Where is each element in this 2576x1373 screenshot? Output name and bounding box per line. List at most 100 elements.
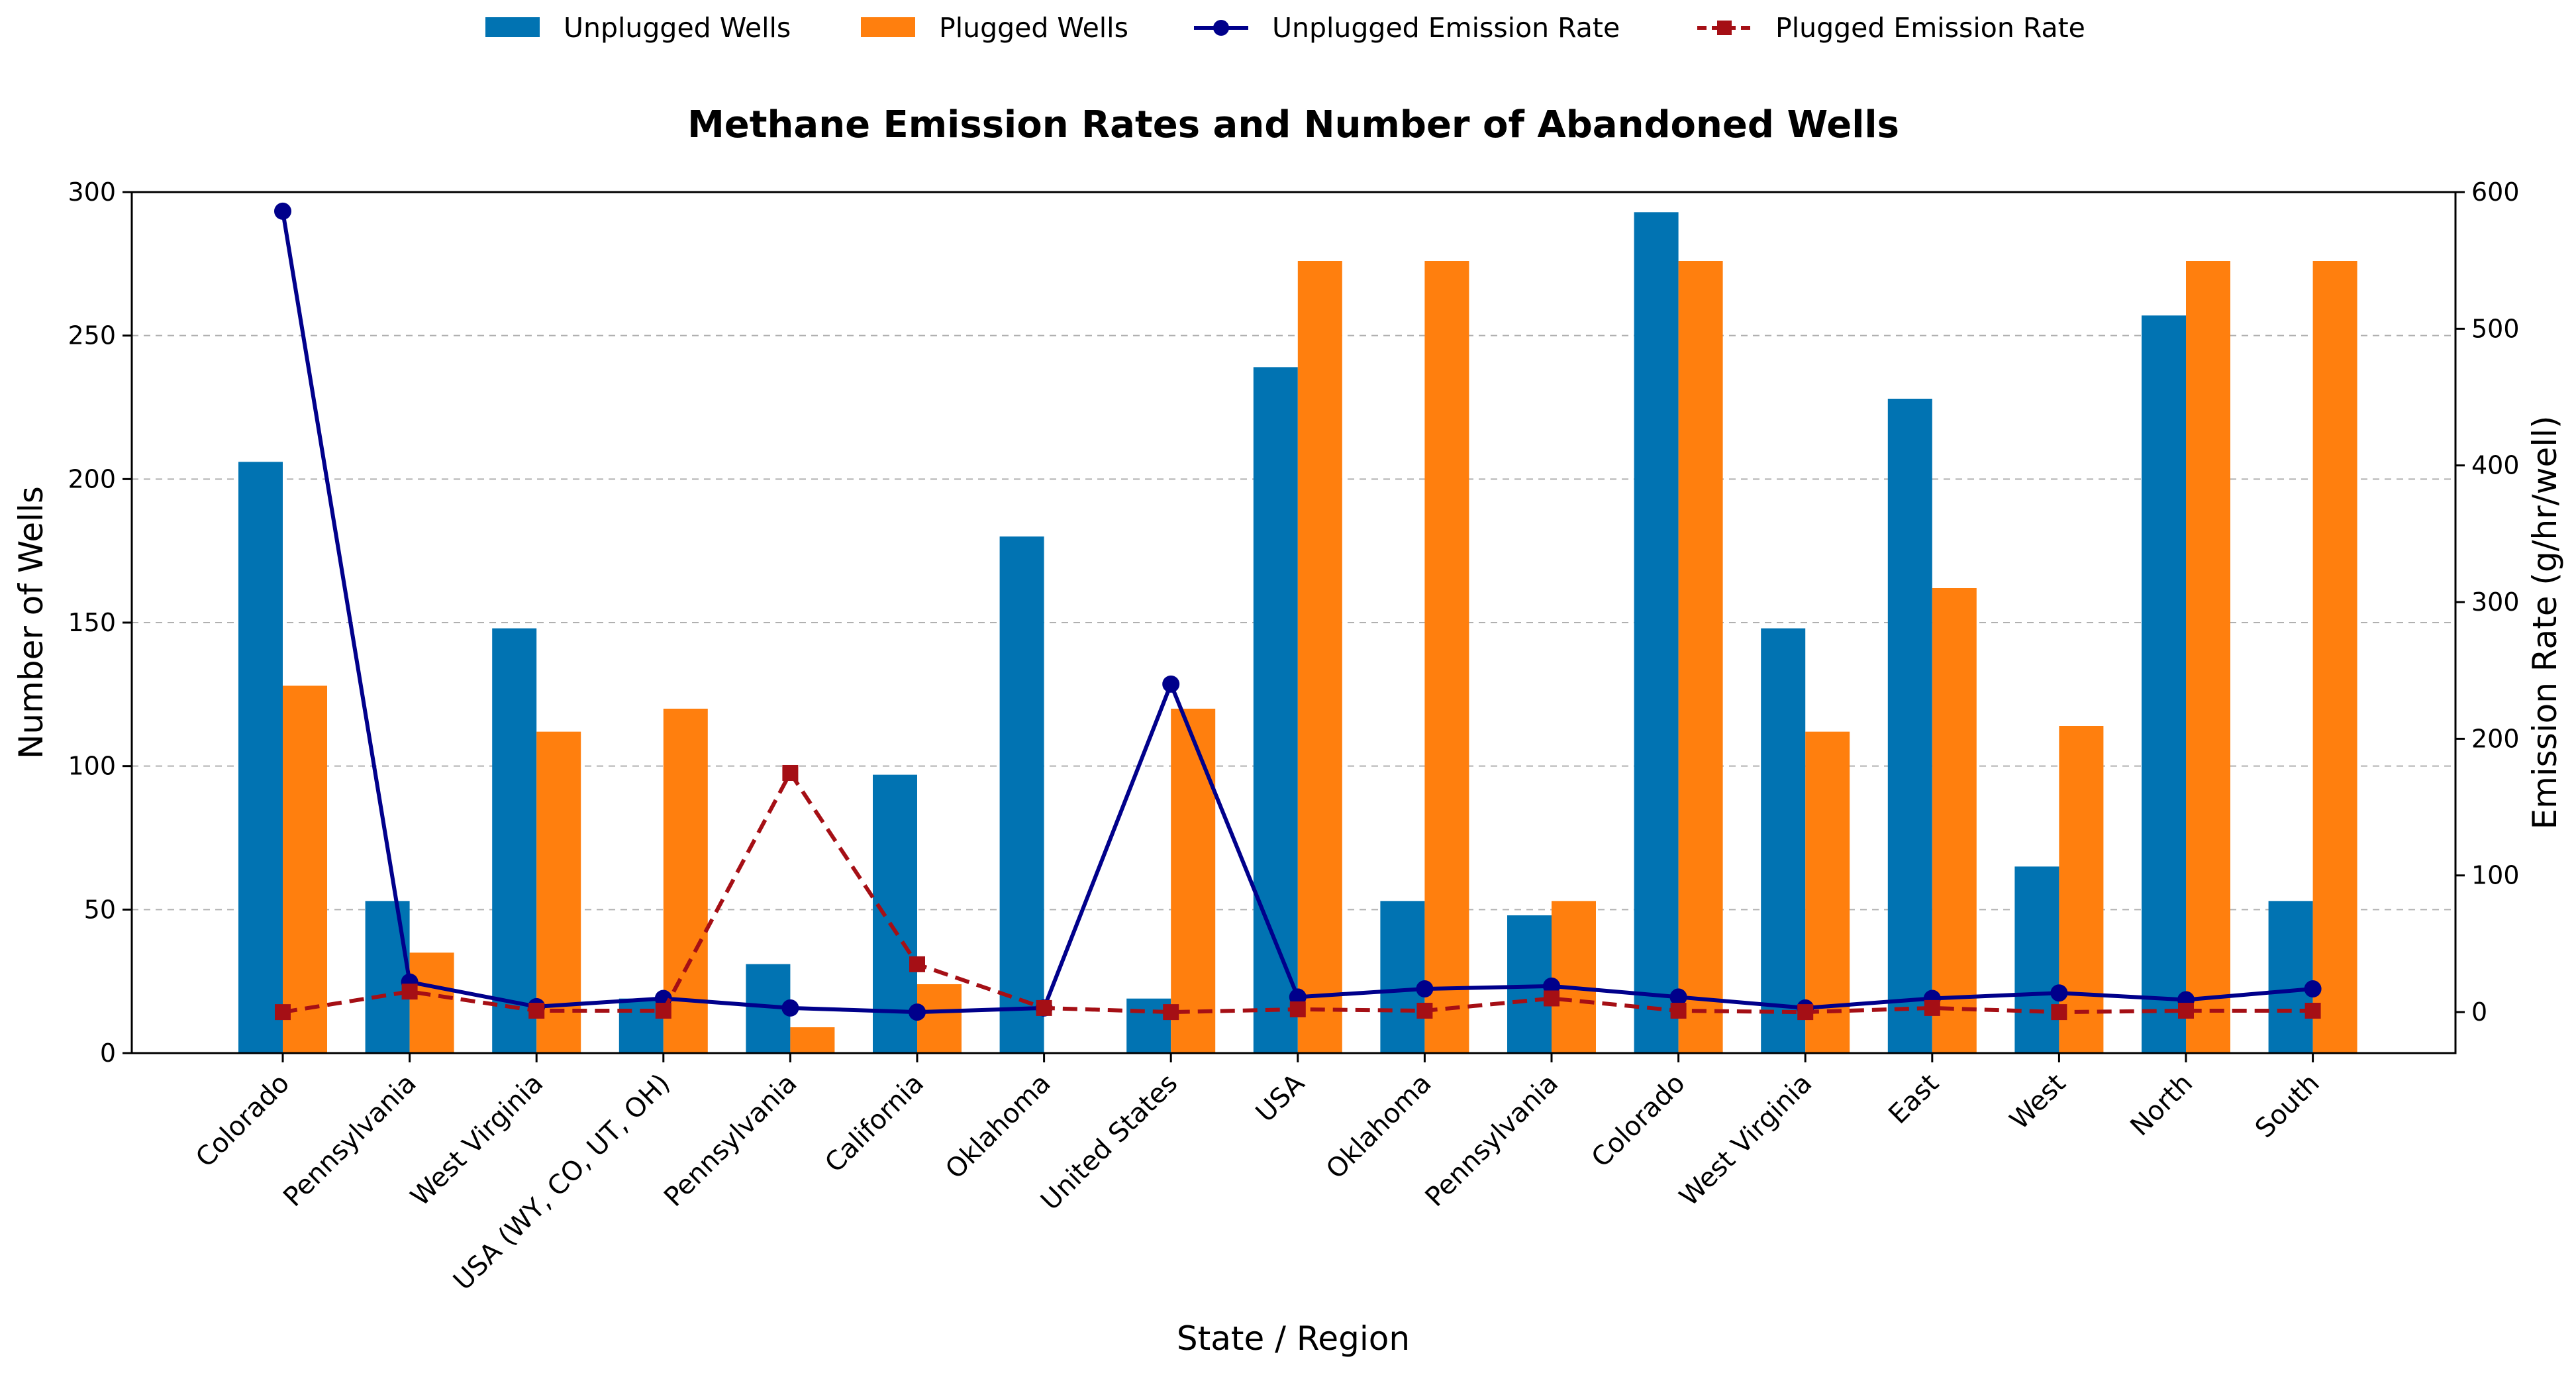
plugged-wells-bar — [2312, 261, 2357, 1053]
legend-label: Plugged Wells — [939, 12, 1128, 44]
unplugged-wells-bar — [1761, 628, 1806, 1053]
plugged-wells-bar — [917, 984, 962, 1053]
x-category-label: West Virginia — [405, 1068, 550, 1213]
unplugged-wells-bar — [1887, 399, 1932, 1053]
y2-tick-label: 600 — [2471, 178, 2520, 207]
x-category-label: Pennsylvania — [658, 1068, 803, 1213]
plugged-emission-point — [1544, 990, 1560, 1007]
plugged-emission-point — [1163, 1004, 1179, 1021]
plugged-emission-point — [1416, 1003, 1433, 1019]
plugged-emission-point — [2304, 1003, 2321, 1019]
unplugged-emission-point — [274, 202, 291, 220]
x-category-label: West — [2004, 1068, 2071, 1136]
legend-item: Plugged Emission Rate — [1697, 12, 2085, 44]
plugged-wells-bar — [1552, 901, 1596, 1053]
plugged-wells-bar — [1678, 261, 1723, 1053]
unplugged-wells-bar — [1253, 367, 1298, 1054]
x-axis-label: State / Region — [1177, 1319, 1410, 1358]
plugged-wells-bar — [1171, 709, 1216, 1053]
plugged-emission-point — [655, 1003, 671, 1019]
plugged-wells-bar — [1805, 731, 1850, 1053]
x-category-label: West Virginia — [1674, 1068, 1818, 1213]
plugged-emission-point — [1289, 1001, 1306, 1017]
unplugged-wells-bar — [1380, 901, 1425, 1053]
unplugged-wells-bar — [2268, 901, 2313, 1053]
x-category-label: Pennsylvania — [1420, 1068, 1564, 1213]
legend-label: Plugged Emission Rate — [1775, 12, 2085, 44]
x-category-label: North — [2124, 1068, 2199, 1143]
legend-swatch — [485, 17, 540, 37]
x-category-label: Oklahoma — [940, 1068, 1056, 1185]
unplugged-wells-bar — [1634, 212, 1679, 1053]
plugged-wells-bar — [2186, 261, 2230, 1053]
plugged-wells-bar — [2059, 726, 2104, 1053]
y-tick-label: 250 — [68, 321, 116, 350]
plugged-emission-point — [1036, 999, 1052, 1016]
x-category-label: USA — [1250, 1068, 1311, 1129]
unplugged-wells-bar — [999, 536, 1044, 1053]
y-tick-label: 100 — [68, 752, 116, 781]
plugged-wells-bar — [1932, 588, 1977, 1053]
plugged-emission-point — [275, 1004, 291, 1021]
unplugged-emission-point — [781, 999, 799, 1017]
x-category-label: East — [1883, 1068, 1945, 1131]
plugged-emission-point — [909, 956, 925, 972]
legend-swatch — [861, 17, 915, 37]
bars — [238, 212, 2357, 1054]
y-axis-label: Number of Wells — [12, 486, 50, 759]
x-category-label: United States — [1035, 1068, 1183, 1217]
y-tick-label: 300 — [68, 178, 116, 207]
unplugged-emission-point — [1669, 988, 1687, 1006]
unplugged-wells-bar — [238, 462, 283, 1053]
plugged-emission-point — [401, 984, 418, 1000]
legend-marker — [1717, 21, 1732, 35]
plugged-emission-point — [2178, 1003, 2194, 1019]
x-category-label: Colorado — [190, 1068, 295, 1174]
lines — [274, 202, 2322, 1021]
y-tick-label: 150 — [68, 608, 116, 637]
legend: Unplugged Wells Plugged Wells Unplugged Em… — [485, 12, 2085, 44]
x-category-label: Oklahoma — [1320, 1068, 1437, 1185]
plugged-wells-bar — [1297, 261, 1342, 1053]
unplugged-wells-bar — [2142, 315, 2186, 1053]
plugged-emission-point — [1670, 1003, 1687, 1019]
y2-tick-label: 100 — [2471, 861, 2520, 890]
unplugged-emission-point — [1289, 988, 1307, 1006]
y2-tick-label: 500 — [2471, 314, 2520, 343]
plugged-wells-bar — [283, 686, 327, 1053]
legend-label: Unplugged Wells — [564, 12, 791, 44]
unplugged-emission-point — [909, 1003, 926, 1021]
unplugged-emission-point — [1416, 980, 1434, 998]
plugged-emission-point — [1924, 999, 1940, 1016]
legend-item: Plugged Wells — [861, 12, 1128, 44]
x-category-label: USA (WY, CO, UT, OH) — [448, 1068, 676, 1297]
legend-item: Unplugged Wells — [485, 12, 791, 44]
y2-tick-label: 300 — [2471, 587, 2520, 617]
plugged-wells-bar — [790, 1027, 835, 1053]
x-category-label: South — [2250, 1068, 2326, 1144]
unplugged-emission-point — [2304, 980, 2322, 998]
plugged-emission-point — [2051, 1004, 2067, 1021]
y2-axis-label: Emission Rate (g/hr/well) — [2526, 415, 2564, 829]
unplugged-emission-point — [2050, 984, 2068, 1002]
chart-title: Methane Emission Rates and Number of Aba… — [687, 103, 1899, 146]
legend-label: Unplugged Emission Rate — [1272, 12, 1620, 44]
plugged-wells-bar — [1424, 261, 1469, 1053]
plugged-wells-bar — [536, 731, 581, 1053]
unplugged-emission-point — [1543, 977, 1560, 995]
unplugged-wells-bar — [492, 628, 537, 1053]
x-category-label: California — [819, 1068, 930, 1179]
y-tick-label: 50 — [84, 895, 116, 924]
legend-item: Unplugged Emission Rate — [1194, 12, 1620, 44]
plugged-emission-point — [1797, 1004, 1814, 1021]
unplugged-emission-point — [1162, 675, 1180, 693]
plugged-wells-bar — [409, 952, 454, 1053]
y-tick-label: 0 — [100, 1039, 116, 1068]
y-tick-label: 200 — [68, 464, 116, 493]
y2-tick-label: 0 — [2471, 997, 2487, 1027]
plugged-emission-point — [782, 764, 799, 781]
x-category-label: Colorado — [1586, 1068, 1691, 1174]
x-category-label: Pennsylvania — [277, 1068, 422, 1213]
